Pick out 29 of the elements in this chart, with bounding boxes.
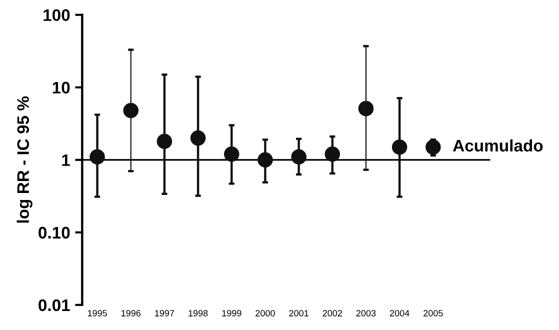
point — [123, 102, 139, 118]
x-tick-label: 1996 — [122, 310, 141, 316]
x-tick-label: 2002 — [322, 310, 342, 316]
y-tick-label: 100 — [44, 9, 70, 22]
point — [90, 149, 105, 165]
y-tick-label: 0.01 — [38, 299, 70, 312]
x-tick-label: 1995 — [88, 310, 107, 316]
point — [291, 149, 306, 165]
point — [224, 146, 240, 162]
x-tick-label: 2000 — [256, 310, 275, 316]
x-tick-label: 2003 — [356, 310, 376, 316]
y-axis-title: log RR - IC 95 % — [16, 96, 32, 223]
annotation: Acumulado — [453, 139, 543, 152]
y-tick-label: 1 — [62, 154, 70, 166]
y-tick-label: 0.10 — [38, 226, 70, 239]
point — [392, 139, 408, 155]
x-tick-label: 2001 — [289, 310, 308, 316]
y-tick-label: 10 — [52, 82, 70, 94]
x-tick-label: 1997 — [155, 310, 174, 316]
point — [258, 152, 273, 168]
x-tick-label: 2005 — [424, 310, 443, 316]
point — [324, 146, 340, 162]
point — [190, 130, 206, 146]
point — [358, 100, 374, 116]
point — [426, 139, 441, 155]
x-tick-label: 1998 — [188, 310, 208, 316]
x-tick-label: 1999 — [222, 310, 242, 316]
point — [156, 134, 172, 150]
x-tick-label: 2004 — [390, 310, 410, 316]
